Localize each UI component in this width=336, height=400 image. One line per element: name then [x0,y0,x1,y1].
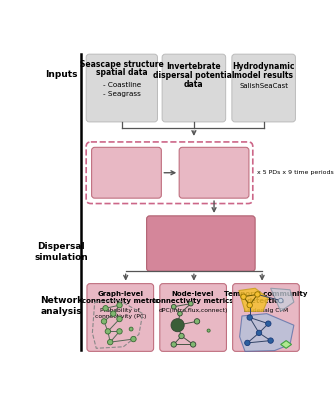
Text: - Per time period: - Per time period [171,248,231,254]
Circle shape [171,319,184,332]
Circle shape [131,336,136,342]
Circle shape [247,302,252,308]
Polygon shape [240,314,294,351]
FancyBboxPatch shape [87,284,154,351]
Circle shape [207,329,210,332]
FancyBboxPatch shape [179,147,249,198]
Circle shape [129,327,133,331]
Circle shape [103,306,108,311]
Text: x 5 PDs x 9 time periods: x 5 PDs x 9 time periods [257,170,334,175]
Circle shape [256,330,262,336]
Text: Network
analysis: Network analysis [40,296,83,316]
Circle shape [108,340,113,345]
FancyBboxPatch shape [86,54,158,122]
Text: - Coastline: - Coastline [103,82,141,88]
FancyBboxPatch shape [146,216,255,271]
FancyBboxPatch shape [232,54,295,122]
Circle shape [245,340,250,346]
Polygon shape [270,288,294,311]
FancyBboxPatch shape [160,284,226,351]
Circle shape [278,298,283,303]
Circle shape [191,342,196,347]
Circle shape [117,329,122,334]
Circle shape [255,292,260,297]
Circle shape [268,338,274,343]
Text: Leidenalg CPM: Leidenalg CPM [244,308,288,313]
Text: Seascape structure: Seascape structure [80,60,164,70]
Circle shape [101,319,107,324]
Circle shape [171,304,176,309]
Text: Hydrodynamic: Hydrodynamic [233,62,295,71]
Polygon shape [239,288,268,311]
Text: OpenDrift: OpenDrift [101,168,152,177]
Text: SalishSeaCast: SalishSeaCast [239,84,288,90]
Text: dispersal potential: dispersal potential [153,71,235,80]
Text: spatial data: spatial data [96,68,148,77]
Circle shape [265,321,271,326]
Circle shape [247,315,252,320]
Text: Average: Average [180,225,222,234]
Text: connectivity: connectivity [169,234,232,244]
Text: - Overall: - Overall [185,258,216,264]
Text: data: data [184,80,204,90]
Circle shape [241,294,246,300]
Circle shape [117,302,122,308]
Text: Dispersal
simulation: Dispersal simulation [35,242,88,262]
Circle shape [178,311,182,316]
Text: Biology
module: Biology module [195,163,233,182]
Text: Graph-level
connectivity metric: Graph-level connectivity metric [82,291,159,304]
Text: Node-level
connectivity metrics: Node-level connectivity metrics [152,291,234,304]
FancyBboxPatch shape [162,54,226,122]
Text: dPC(intra,flux,connect): dPC(intra,flux,connect) [159,308,228,313]
Text: Inputs: Inputs [45,70,78,80]
FancyBboxPatch shape [233,284,299,351]
Circle shape [179,333,184,339]
Circle shape [117,316,122,322]
Text: - Seagrass: - Seagrass [103,91,141,97]
Text: model results: model results [234,71,293,80]
Circle shape [188,301,193,306]
Text: Invertebrate: Invertebrate [167,62,221,71]
Circle shape [105,329,111,334]
FancyBboxPatch shape [92,147,161,198]
Text: Probability of
connectivity (PC): Probability of connectivity (PC) [95,308,146,319]
Circle shape [194,319,200,324]
Text: Temporal community
detection: Temporal community detection [224,291,308,304]
Circle shape [171,342,176,347]
Polygon shape [281,341,292,348]
Circle shape [111,311,116,316]
